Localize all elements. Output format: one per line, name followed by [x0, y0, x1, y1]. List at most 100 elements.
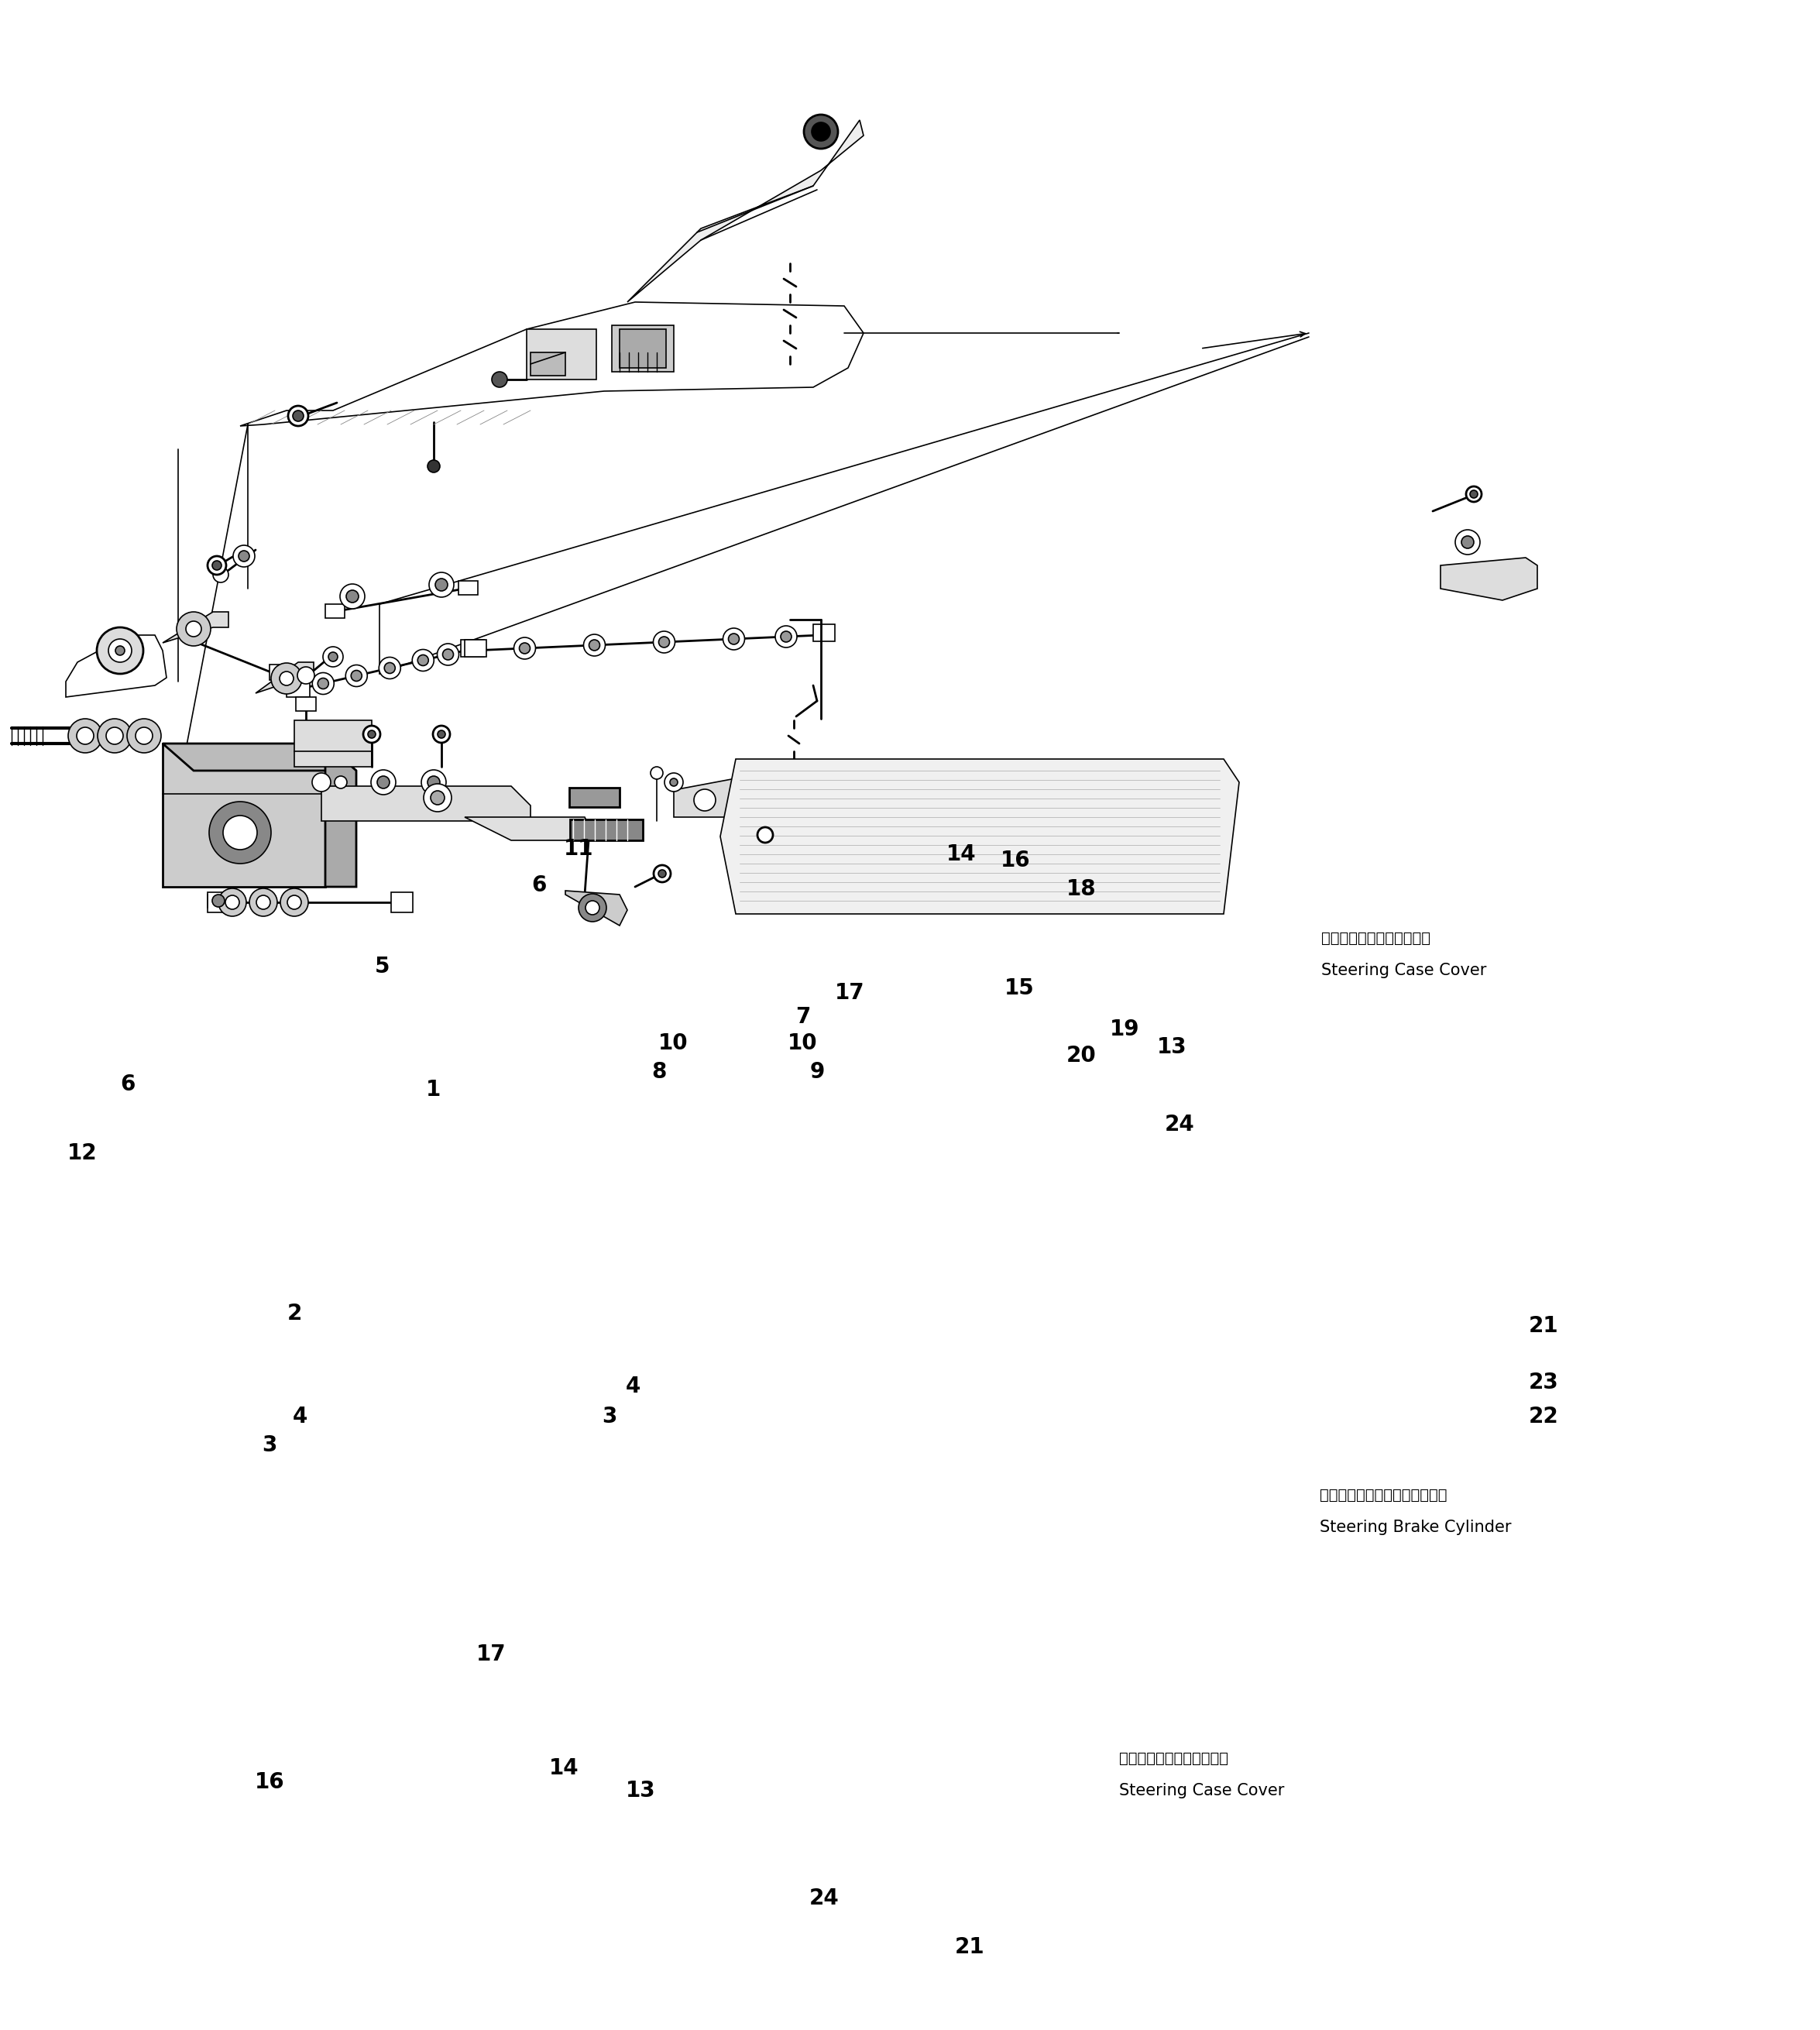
Text: 3: 3	[602, 1407, 617, 1427]
Circle shape	[519, 644, 530, 654]
Circle shape	[379, 658, 400, 678]
Text: 3: 3	[262, 1435, 277, 1456]
Text: 10: 10	[659, 1033, 688, 1054]
Circle shape	[311, 773, 331, 792]
Circle shape	[437, 644, 459, 666]
Circle shape	[106, 727, 124, 745]
Polygon shape	[162, 611, 229, 644]
Circle shape	[428, 461, 440, 473]
Circle shape	[513, 637, 535, 660]
Circle shape	[98, 719, 131, 753]
Bar	[612, 325, 673, 371]
Circle shape	[207, 556, 226, 574]
Circle shape	[249, 889, 277, 916]
Circle shape	[653, 865, 672, 883]
Text: 19: 19	[1110, 1019, 1139, 1039]
Circle shape	[96, 627, 144, 674]
Circle shape	[693, 790, 715, 810]
Text: 21: 21	[956, 1937, 985, 1957]
Bar	[297, 696, 317, 710]
Circle shape	[346, 666, 368, 686]
Text: 18: 18	[1067, 879, 1096, 899]
Bar	[570, 788, 619, 808]
Circle shape	[224, 816, 257, 851]
Circle shape	[659, 637, 670, 648]
Circle shape	[430, 572, 453, 597]
Circle shape	[781, 631, 792, 641]
Text: Steering Case Cover: Steering Case Cover	[1119, 1782, 1285, 1799]
Circle shape	[346, 591, 359, 603]
Circle shape	[1461, 536, 1474, 548]
Polygon shape	[464, 818, 597, 840]
Circle shape	[431, 792, 444, 804]
Bar	[460, 639, 484, 658]
Circle shape	[757, 826, 773, 842]
Polygon shape	[322, 786, 530, 820]
Bar	[391, 893, 413, 911]
Circle shape	[579, 893, 606, 922]
Circle shape	[67, 719, 102, 753]
Circle shape	[218, 889, 246, 916]
Circle shape	[437, 731, 446, 739]
Text: 23: 23	[1529, 1372, 1558, 1393]
Circle shape	[653, 631, 675, 654]
Circle shape	[442, 650, 453, 660]
Circle shape	[257, 895, 271, 909]
Text: ステアリングブレーキシリンダ: ステアリングブレーキシリンダ	[1320, 1488, 1447, 1502]
Bar	[814, 625, 835, 641]
Text: ステアリングケースカバー: ステアリングケースカバー	[1119, 1752, 1228, 1766]
Circle shape	[135, 727, 153, 745]
Bar	[207, 893, 229, 911]
Bar	[459, 581, 479, 595]
Bar	[526, 329, 597, 380]
Text: 17: 17	[835, 983, 864, 1003]
Circle shape	[1456, 530, 1480, 554]
Circle shape	[1467, 487, 1481, 501]
Circle shape	[238, 550, 249, 562]
Circle shape	[115, 646, 126, 656]
Circle shape	[723, 627, 744, 650]
Text: 16: 16	[255, 1772, 284, 1792]
Text: 24: 24	[810, 1888, 839, 1908]
Polygon shape	[570, 820, 642, 840]
Circle shape	[177, 611, 211, 646]
Text: 10: 10	[788, 1033, 817, 1054]
Text: ステアリングケースカバー: ステアリングケースカバー	[1321, 932, 1431, 946]
Polygon shape	[255, 662, 313, 692]
Polygon shape	[162, 743, 357, 771]
Polygon shape	[566, 891, 628, 926]
Circle shape	[812, 122, 830, 140]
Text: 13: 13	[626, 1780, 655, 1801]
Circle shape	[424, 784, 451, 812]
Circle shape	[293, 410, 304, 422]
Circle shape	[335, 775, 348, 788]
Text: 7: 7	[795, 1007, 810, 1027]
Circle shape	[213, 560, 222, 570]
Circle shape	[670, 777, 677, 786]
Circle shape	[233, 546, 255, 566]
Circle shape	[433, 725, 450, 743]
Polygon shape	[673, 777, 744, 818]
Circle shape	[368, 731, 375, 739]
Text: 14: 14	[946, 844, 976, 865]
Circle shape	[420, 769, 446, 794]
Circle shape	[186, 621, 202, 637]
Circle shape	[417, 656, 428, 666]
Polygon shape	[721, 759, 1239, 914]
Circle shape	[664, 773, 682, 792]
Text: 4: 4	[626, 1376, 641, 1397]
Circle shape	[213, 566, 229, 583]
Circle shape	[804, 114, 837, 148]
Circle shape	[586, 901, 599, 916]
Text: 15: 15	[1005, 978, 1034, 999]
Circle shape	[280, 889, 308, 916]
Text: 9: 9	[810, 1062, 824, 1082]
Circle shape	[491, 371, 508, 388]
Circle shape	[364, 725, 380, 743]
Circle shape	[340, 585, 364, 609]
Circle shape	[1471, 491, 1478, 497]
Circle shape	[318, 678, 329, 688]
Polygon shape	[66, 635, 166, 696]
Text: 14: 14	[550, 1758, 579, 1778]
Text: 1: 1	[426, 1080, 440, 1100]
